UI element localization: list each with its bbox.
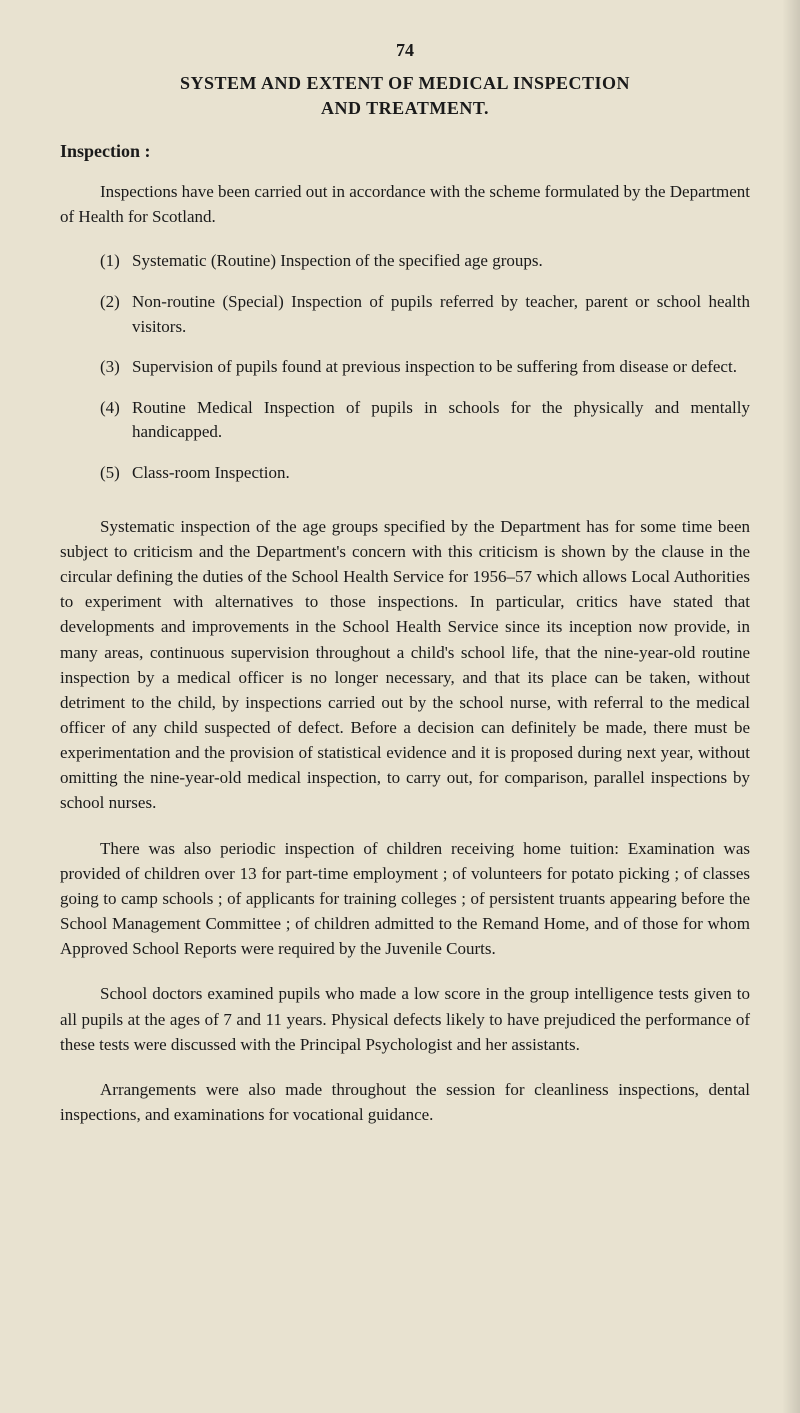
list-marker: (2)	[100, 290, 132, 339]
section-heading-inspection: Inspection :	[60, 141, 750, 162]
list-text: Class-room Inspection.	[132, 461, 750, 486]
title-line-2: AND TREATMENT.	[60, 98, 750, 119]
body-paragraph: School doctors examined pupils who made …	[60, 981, 750, 1056]
list-marker: (4)	[100, 396, 132, 445]
list-item: (3) Supervision of pupils found at previ…	[100, 355, 750, 380]
list-item: (4) Routine Medical Inspection of pupils…	[100, 396, 750, 445]
list-text: Routine Medical Inspection of pupils in …	[132, 396, 750, 445]
body-paragraph: There was also periodic inspection of ch…	[60, 836, 750, 962]
title-line-1: SYSTEM AND EXTENT OF MEDICAL INSPECTION	[60, 73, 750, 94]
page-edge-shadow	[782, 0, 800, 1413]
list-item: (5) Class-room Inspection.	[100, 461, 750, 486]
list-text: Non-routine (Special) Inspection of pupi…	[132, 290, 750, 339]
intro-paragraph: Inspections have been carried out in acc…	[60, 180, 750, 229]
list-marker: (1)	[100, 249, 132, 274]
enumerated-list: (1) Systematic (Routine) Inspection of t…	[100, 249, 750, 485]
body-paragraph: Systematic inspection of the age groups …	[60, 514, 750, 816]
list-marker: (5)	[100, 461, 132, 486]
list-text: Systematic (Routine) Inspection of the s…	[132, 249, 750, 274]
list-item: (2) Non-routine (Special) Inspection of …	[100, 290, 750, 339]
body-paragraph: Arrangements were also made throughout t…	[60, 1077, 750, 1127]
list-text: Supervision of pupils found at previous …	[132, 355, 750, 380]
page-number: 74	[60, 40, 750, 61]
list-marker: (3)	[100, 355, 132, 380]
list-item: (1) Systematic (Routine) Inspection of t…	[100, 249, 750, 274]
